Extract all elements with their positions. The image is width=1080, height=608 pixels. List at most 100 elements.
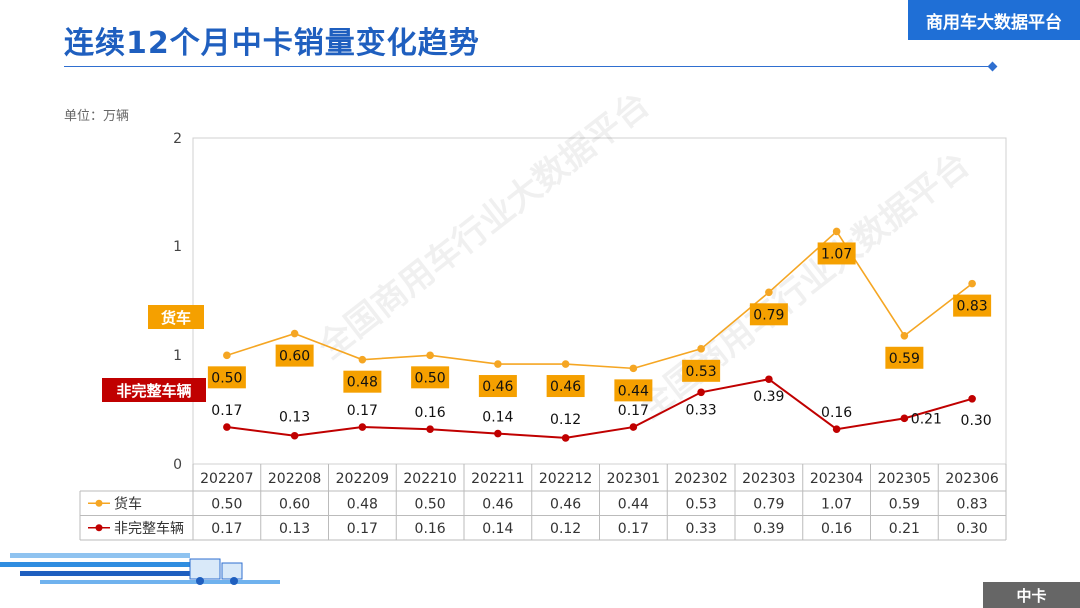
series-callout-box (148, 305, 204, 329)
data-label: 0.12 (550, 412, 581, 428)
data-label: 0.17 (347, 403, 378, 419)
x-category-label: 202304 (810, 471, 864, 487)
table-cell-value: 0.16 (415, 521, 446, 537)
data-point (968, 395, 976, 403)
watermark-text: 全国商用车行业大数据平台 (630, 144, 977, 427)
legend-label: 非完整车辆 (114, 520, 184, 537)
data-label-box (546, 375, 585, 398)
page-title: 连续12个月中卡销量变化趋势 (64, 26, 480, 61)
legend-point-marker (95, 499, 103, 507)
data-label-box (411, 366, 450, 389)
data-label-box (953, 294, 992, 317)
data-point (290, 431, 299, 440)
data-label-box (275, 344, 314, 367)
legend-label: 货车 (114, 495, 142, 512)
table-cell-value: 0.46 (550, 496, 581, 512)
data-label: 0.21 (911, 411, 942, 427)
data-label-box (749, 303, 788, 326)
data-point (629, 364, 638, 373)
table-cell-value: 0.48 (347, 496, 378, 512)
data-point (223, 351, 231, 360)
x-category-label: 202302 (674, 471, 727, 487)
data-point (697, 388, 705, 397)
data-label: 0.46 (550, 379, 581, 395)
data-point (358, 423, 367, 431)
plot-frame (192, 137, 1007, 465)
data-point (765, 288, 773, 297)
data-label: 0.17 (211, 403, 242, 419)
series-callout-incomplete: 非完整车辆 (116, 382, 191, 400)
data-label: 0.50 (211, 370, 242, 386)
x-category-label: 202207 (200, 471, 253, 487)
table-cell-value: 0.33 (686, 521, 717, 537)
table-cell-value: 0.50 (415, 496, 446, 512)
data-point (561, 434, 570, 442)
data-label-box (478, 375, 517, 398)
table-cell-value: 1.07 (821, 496, 852, 512)
data-label: 0.16 (415, 405, 446, 421)
y-tick-label: 1 (173, 348, 182, 364)
series-callout-truck: 货车 (161, 309, 191, 327)
x-category-label: 202306 (945, 471, 999, 487)
table-cell-value: 0.53 (686, 496, 717, 512)
x-category-label: 202209 (336, 471, 389, 487)
title-underline (64, 66, 994, 67)
data-label: 0.46 (482, 379, 513, 395)
data-point (968, 279, 976, 288)
table-cell-value: 0.17 (347, 521, 378, 537)
data-point (900, 414, 909, 423)
data-point (290, 329, 299, 338)
data-point (223, 423, 231, 431)
data-label: 0.16 (821, 405, 852, 421)
table-cell-value: 0.39 (753, 521, 784, 537)
data-label: 0.50 (415, 370, 446, 386)
data-label: 0.60 (279, 349, 310, 365)
table-cell-value: 0.44 (618, 496, 649, 512)
data-label: 0.44 (618, 383, 649, 399)
data-point (697, 345, 705, 353)
table-cell-value: 0.21 (889, 521, 920, 537)
data-label-box (885, 346, 924, 369)
data-point (494, 360, 502, 368)
data-label: 0.39 (753, 389, 784, 405)
data-label: 0.53 (686, 364, 717, 380)
brand-badge: 商用车大数据平台 (908, 0, 1080, 40)
x-category-label: 202211 (471, 471, 524, 487)
data-label-box (682, 359, 721, 382)
x-category-label: 202212 (539, 471, 592, 487)
table-cell-value: 0.60 (279, 496, 310, 512)
category-tag: 中卡 (983, 582, 1080, 608)
truck-decoration-icon (0, 553, 280, 585)
x-category-label: 202303 (742, 471, 795, 487)
data-point (900, 331, 909, 340)
table-cell-value: 0.17 (211, 521, 242, 537)
series-line-2 (226, 378, 973, 439)
data-label: 0.33 (686, 402, 717, 418)
data-point (494, 429, 502, 438)
data-point (832, 227, 841, 236)
series-callout-box (102, 378, 206, 402)
table-cell-value: 0.16 (821, 521, 852, 537)
unit-label: 单位：万辆 (64, 109, 130, 124)
table-cell-value: 0.50 (211, 496, 242, 512)
table-cell-value: 0.46 (482, 496, 513, 512)
data-label: 0.83 (957, 299, 988, 315)
data-label: 0.59 (889, 351, 920, 367)
data-label: 0.17 (618, 403, 649, 419)
y-tick-label: 1 (173, 239, 182, 255)
data-label-box (614, 379, 653, 402)
y-tick-label: 0 (173, 457, 182, 473)
table-cell-value: 0.17 (618, 521, 649, 537)
data-point (426, 351, 434, 360)
table-cell-value: 0.59 (889, 496, 920, 512)
table-cell-value: 0.13 (279, 521, 310, 537)
data-point (629, 423, 638, 431)
data-label: 0.13 (279, 410, 310, 426)
x-category-label: 202305 (878, 471, 931, 487)
data-label: 0.14 (482, 410, 513, 426)
data-point (765, 375, 773, 384)
data-label: 1.07 (821, 246, 852, 262)
data-point (426, 425, 434, 434)
data-point (832, 425, 841, 434)
data-label-box (207, 366, 246, 389)
